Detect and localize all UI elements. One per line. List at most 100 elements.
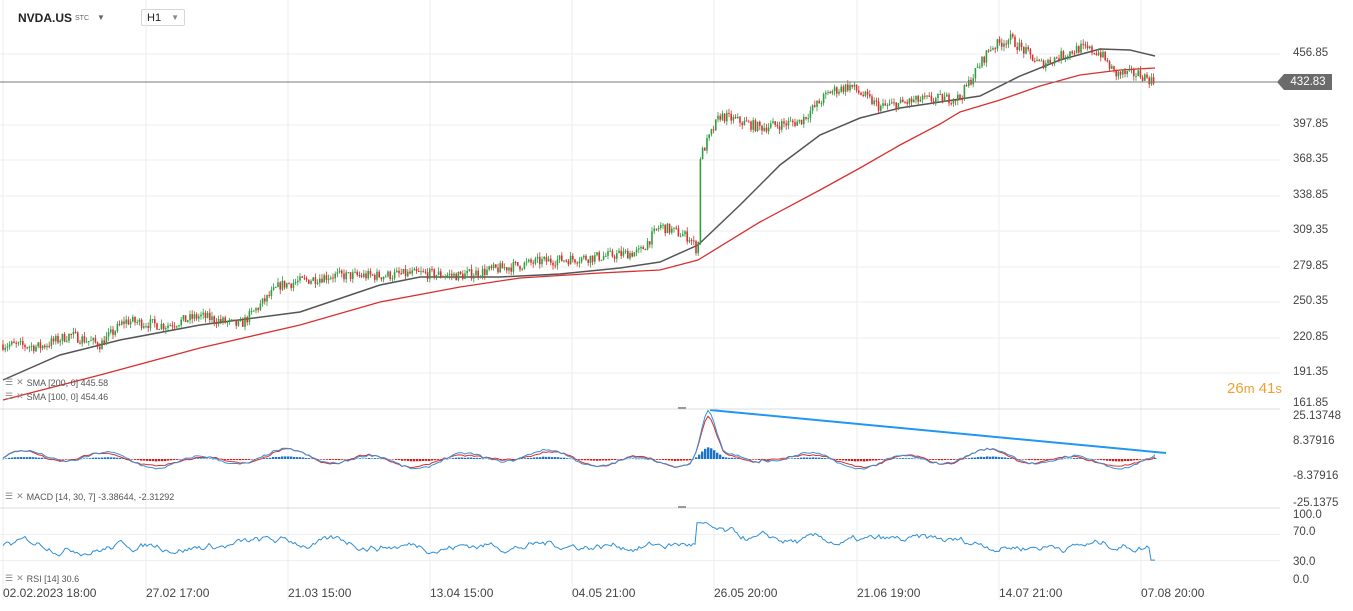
candle-body	[822, 94, 825, 104]
candle-body	[701, 148, 704, 159]
candle-body	[162, 323, 165, 330]
candle-body	[763, 127, 765, 131]
candle-body	[17, 342, 20, 344]
candle-body	[1071, 51, 1073, 54]
candle-body	[954, 100, 957, 102]
rsi-legend[interactable]: ☰ ✕ RSI [14] 30.6	[5, 573, 79, 584]
macd-histogram-bar	[581, 459, 584, 461]
candle-body	[891, 102, 893, 104]
candle-body	[367, 271, 369, 279]
price-tick: 368.35	[1293, 153, 1329, 165]
price-tick: 279.85	[1293, 260, 1329, 272]
candle-body	[1064, 57, 1067, 59]
macd-histogram-bar	[569, 458, 572, 459]
menu-icon[interactable]: ☰	[5, 391, 14, 401]
macd-histogram-bar	[1124, 459, 1127, 462]
sma100-line	[2, 48, 1156, 381]
candle-body	[704, 148, 706, 151]
candle-body	[1106, 60, 1109, 62]
macd-histogram-bar	[680, 459, 683, 461]
macd-histogram-bar	[347, 459, 350, 460]
macd-histogram-bar	[320, 459, 323, 460]
candle-body	[695, 241, 697, 254]
macd-histogram-bar	[854, 459, 857, 462]
candle-body	[457, 271, 460, 281]
macd-legend[interactable]: ☰ ✕ MACD [14, 30, 7] -3.38644, -2.31292	[5, 491, 174, 502]
macd-histogram-bar	[428, 459, 431, 462]
macd-histogram-bar	[935, 459, 938, 460]
time-tick: 07.08 20:00	[1141, 586, 1205, 600]
candle-body	[1093, 52, 1095, 54]
candle-body	[233, 319, 235, 321]
candle-body	[616, 253, 618, 259]
candle-body	[1097, 52, 1100, 56]
candle-body	[1100, 52, 1102, 58]
macd-histogram-bar	[281, 456, 284, 459]
sma200-legend[interactable]: ☰ ✕ SMA [200, 0] 445.58	[5, 377, 108, 388]
candle-body	[699, 158, 702, 243]
macd-histogram-bar	[467, 457, 470, 459]
macd-histogram-bar	[1031, 459, 1034, 460]
candle-body	[1058, 58, 1060, 61]
candle-body	[1056, 57, 1058, 59]
candle-body	[1034, 61, 1036, 63]
macd-histogram-bar	[956, 459, 959, 460]
menu-icon[interactable]: ☰	[5, 491, 14, 501]
candle-body	[613, 256, 616, 259]
macd-histogram-bar	[434, 459, 437, 461]
macd-histogram-bar	[458, 457, 461, 459]
candle-body	[915, 95, 917, 100]
candle-body	[215, 322, 218, 325]
candle-body	[895, 102, 897, 110]
macd-histogram-bar	[269, 457, 272, 459]
close-icon[interactable]: ✕	[16, 573, 24, 583]
candle-body	[481, 268, 484, 277]
candle-body	[668, 223, 671, 233]
candle-body	[165, 328, 167, 330]
macd-histogram-bar	[362, 458, 365, 460]
sma100-legend[interactable]: ☰ ✕ SMA [100, 0] 454.46	[5, 391, 108, 402]
candle-body	[937, 94, 939, 99]
macd-histogram-bar	[95, 457, 98, 459]
menu-icon[interactable]: ☰	[5, 573, 14, 583]
macd-histogram-bar	[449, 458, 452, 459]
close-icon[interactable]: ✕	[16, 391, 24, 401]
macd-histogram-bar	[998, 457, 1001, 459]
macd-histogram-bar	[617, 459, 620, 460]
macd-histogram-bar	[245, 459, 248, 460]
candle-body	[1053, 57, 1056, 64]
macd-signal-line	[2, 415, 1156, 469]
macd-histogram-bar	[26, 457, 29, 459]
close-icon[interactable]: ✕	[16, 377, 24, 387]
candle-body	[990, 49, 992, 51]
macd-histogram-bar	[11, 457, 14, 459]
candle-body	[682, 234, 684, 237]
candle-body	[913, 99, 915, 103]
close-icon[interactable]: ✕	[16, 491, 24, 501]
macd-tick: -8.37916	[1293, 470, 1339, 482]
macd-histogram-bar	[848, 459, 851, 461]
candle-body	[827, 92, 829, 94]
candle-body	[554, 265, 556, 267]
candle-body	[972, 78, 974, 85]
macd-histogram-bar	[284, 456, 287, 459]
candle-body	[446, 274, 449, 277]
candle-body	[1007, 39, 1010, 45]
candle-body	[589, 255, 592, 263]
macd-histogram-bar	[677, 459, 680, 461]
candle-body	[473, 275, 475, 279]
candle-body	[94, 338, 97, 343]
candle-body	[715, 119, 717, 131]
candle-body	[501, 263, 504, 269]
menu-icon[interactable]: ☰	[5, 377, 14, 387]
macd-histogram-bar	[1085, 458, 1088, 460]
symbol-selector[interactable]: NVDA.US STC ▼	[18, 9, 105, 26]
macd-histogram-bar	[296, 457, 299, 459]
macd-histogram-bar	[1076, 458, 1079, 459]
candle-body	[996, 39, 999, 49]
candle-body	[684, 231, 686, 235]
macd-histogram-bar	[932, 459, 935, 460]
candle-body	[847, 84, 849, 91]
timeframe-selector[interactable]: H1 ▼	[141, 9, 185, 26]
